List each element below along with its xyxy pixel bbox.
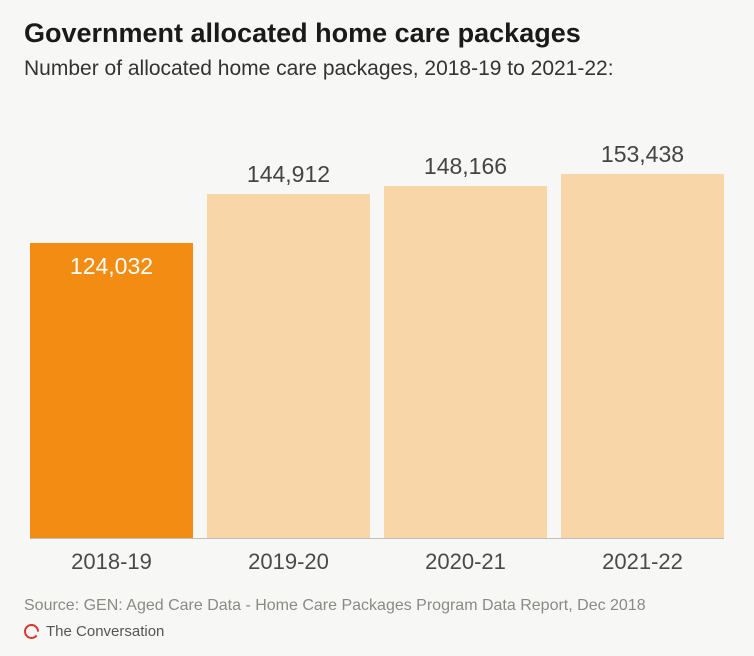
bar-value-label: 148,166 xyxy=(384,153,547,180)
bar-column: 153,438 xyxy=(561,158,724,538)
attribution-text: The Conversation xyxy=(46,623,164,640)
x-axis-label: 2021-22 xyxy=(561,549,724,575)
bar-value-label: 124,032 xyxy=(30,253,193,280)
x-axis-label: 2020-21 xyxy=(384,549,547,575)
bar: 144,912 xyxy=(207,194,370,538)
bar-value-label: 153,438 xyxy=(561,141,724,168)
bar: 124,032 xyxy=(30,243,193,538)
bar: 148,166 xyxy=(384,186,547,538)
source-text: Source: GEN: Aged Care Data - Home Care … xyxy=(24,597,730,615)
conversation-logo-icon xyxy=(24,624,39,639)
x-axis-label: 2018-19 xyxy=(30,549,193,575)
chart-subtitle: Number of allocated home care packages, … xyxy=(24,55,730,82)
bar-value-label: 144,912 xyxy=(207,161,370,188)
bar-column: 148,166 xyxy=(384,158,547,538)
chart-container: Government allocated home care packages … xyxy=(0,0,754,656)
bar-column: 124,032 xyxy=(30,158,193,538)
chart-title: Government allocated home care packages xyxy=(24,18,730,49)
x-axis-label: 2019-20 xyxy=(207,549,370,575)
bar: 153,438 xyxy=(561,174,724,538)
x-axis-labels: 2018-19 2019-20 2020-21 2021-22 xyxy=(24,539,730,575)
chart-plot-area: 124,032144,912148,166153,438 xyxy=(24,124,730,538)
bar-column: 144,912 xyxy=(207,158,370,538)
attribution: The Conversation xyxy=(24,623,730,640)
